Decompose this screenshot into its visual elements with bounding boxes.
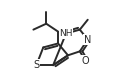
Text: N: N <box>84 34 91 44</box>
Text: NH: NH <box>59 29 73 38</box>
Text: S: S <box>33 60 39 70</box>
Text: O: O <box>82 56 90 66</box>
